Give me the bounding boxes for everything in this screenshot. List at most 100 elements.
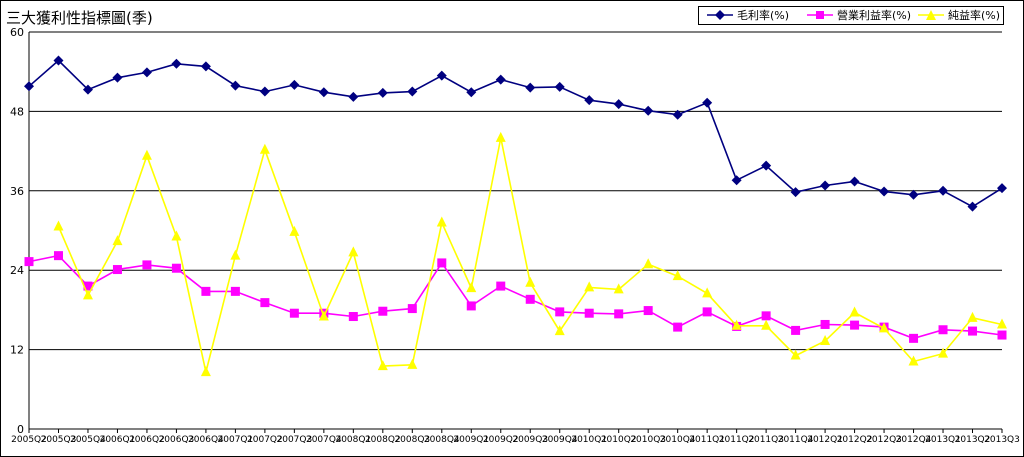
x-tick-label: 2010Q3 xyxy=(630,435,666,445)
data-point-diamond xyxy=(171,58,182,69)
data-point-diamond xyxy=(466,87,477,98)
data-point-diamond xyxy=(613,99,624,110)
data-point-diamond xyxy=(112,72,123,83)
data-point-diamond xyxy=(702,97,713,108)
data-point-triangle xyxy=(997,318,1007,329)
y-tick-label: 60 xyxy=(10,26,24,39)
data-point-square xyxy=(24,257,34,267)
legend-label-operating-margin: 營業利益率(%) xyxy=(837,9,912,22)
data-point-diamond xyxy=(24,81,34,92)
x-tick-label: 2008Q2 xyxy=(365,435,401,445)
data-point-triangle xyxy=(259,143,270,154)
x-tick-label: 2013Q1 xyxy=(925,435,961,445)
data-point-triangle xyxy=(436,216,447,227)
data-point-triangle xyxy=(849,306,860,317)
data-point-triangle xyxy=(495,131,506,142)
legend-marker-square-icon xyxy=(807,11,833,19)
data-point-square xyxy=(407,304,417,314)
legend: 毛利率(%) 營業利益率(%) 純益率(%) xyxy=(698,6,1004,25)
x-tick-label: 2012Q3 xyxy=(866,435,902,445)
data-point-square xyxy=(673,322,683,332)
x-tick-label: 2006Q4 xyxy=(188,435,224,445)
data-point-triangle xyxy=(318,310,329,321)
data-point-square xyxy=(260,298,270,308)
data-point-diamond xyxy=(348,91,359,102)
y-tick-label: 48 xyxy=(10,105,24,118)
x-tick-label: 2013Q2 xyxy=(955,435,991,445)
data-point-square xyxy=(643,306,653,316)
data-point-square xyxy=(555,307,565,317)
data-point-diamond xyxy=(672,109,683,120)
x-tick-label: 2007Q3 xyxy=(277,435,313,445)
data-point-triangle xyxy=(908,355,919,366)
x-tick-label: 2012Q4 xyxy=(896,435,932,445)
chart-title: 三大獲利性指標圖(季) xyxy=(6,9,153,27)
data-point-square xyxy=(53,251,63,261)
data-point-diamond xyxy=(820,180,831,191)
data-point-square xyxy=(289,308,299,318)
data-point-diamond xyxy=(997,183,1007,194)
x-tick-label: 2008Q1 xyxy=(335,435,371,445)
data-point-square xyxy=(525,294,535,304)
data-point-triangle xyxy=(289,225,300,236)
data-point-diamond xyxy=(230,80,241,91)
data-point-triangle xyxy=(613,283,624,294)
x-tick-label: 2009Q3 xyxy=(512,435,548,445)
data-point-triangle xyxy=(407,358,418,369)
data-point-square xyxy=(348,312,358,322)
data-point-square xyxy=(702,307,712,317)
data-point-square xyxy=(83,281,93,291)
data-point-triangle xyxy=(230,249,241,260)
data-point-triangle xyxy=(731,319,742,330)
data-point-diamond xyxy=(584,95,595,106)
x-tick-label: 2006Q1 xyxy=(100,435,136,445)
data-point-triangle xyxy=(938,347,949,358)
data-point-triangle xyxy=(820,334,831,345)
legend-marker-triangle-icon xyxy=(918,10,944,20)
x-tick-label: 2010Q2 xyxy=(601,435,637,445)
data-point-triangle xyxy=(112,235,123,246)
data-point-diamond xyxy=(731,175,742,186)
x-tick-label: 2006Q3 xyxy=(159,435,195,445)
y-tick-label: 0 xyxy=(17,423,24,436)
x-tick-label: 2008Q4 xyxy=(424,435,460,445)
data-point-diamond xyxy=(643,105,654,116)
data-point-square xyxy=(938,325,948,335)
x-tick-label: 2009Q2 xyxy=(483,435,519,445)
data-point-square xyxy=(171,263,181,273)
data-point-square xyxy=(112,265,122,275)
data-point-diamond xyxy=(761,160,772,171)
x-tick-label: 2007Q1 xyxy=(218,435,254,445)
data-point-triangle xyxy=(200,366,211,377)
x-tick-label: 2011Q3 xyxy=(748,435,784,445)
legend-marker-diamond-icon xyxy=(707,10,733,20)
x-tick-label: 2008Q3 xyxy=(394,435,430,445)
data-point-triangle xyxy=(82,289,93,300)
data-point-triangle xyxy=(761,319,772,330)
data-point-triangle xyxy=(554,325,565,336)
series-line-1 xyxy=(28,254,1003,340)
data-point-square xyxy=(378,306,388,316)
data-point-square xyxy=(496,281,506,291)
data-point-square xyxy=(820,319,830,329)
x-tick-label: 2007Q2 xyxy=(247,435,283,445)
data-point-diamond xyxy=(495,74,506,85)
x-tick-label: 2012Q1 xyxy=(807,435,843,445)
x-tick-label: 2009Q4 xyxy=(542,435,578,445)
x-tick-label: 2005Q2 xyxy=(11,435,47,445)
data-point-diamond xyxy=(908,189,919,200)
data-point-triangle xyxy=(790,349,801,360)
data-point-diamond xyxy=(407,86,418,97)
data-point-square xyxy=(997,330,1007,340)
data-point-triangle xyxy=(171,230,182,241)
data-point-diamond xyxy=(790,187,801,198)
x-tick-label: 2011Q2 xyxy=(719,435,755,445)
data-point-diamond xyxy=(377,87,388,98)
data-point-diamond xyxy=(82,84,93,95)
y-tick-label: 36 xyxy=(10,185,24,198)
data-point-square xyxy=(791,325,801,335)
data-point-diamond xyxy=(53,55,64,66)
x-tick-label: 2013Q3 xyxy=(984,435,1020,445)
data-point-triangle xyxy=(702,287,713,298)
